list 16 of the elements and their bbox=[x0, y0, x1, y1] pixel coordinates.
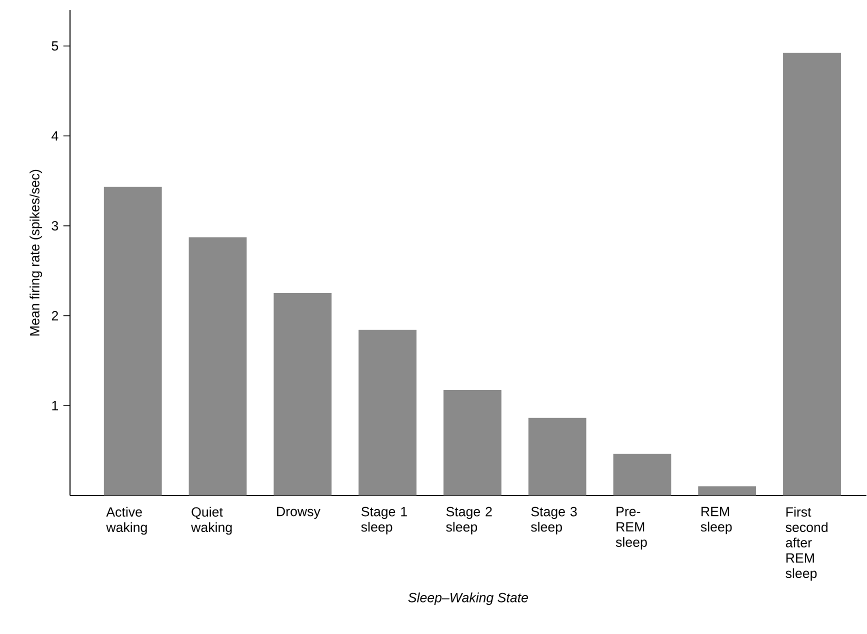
x-tick-label: Pre-REM sleep bbox=[616, 507, 647, 550]
x-tick-label: Stage 3 sleep bbox=[531, 507, 577, 535]
x-tick-label: Drowsy bbox=[277, 507, 320, 520]
x-axis-title: Sleep–Waking State bbox=[408, 592, 528, 606]
y-tick-label: 5 bbox=[52, 42, 58, 51]
x-tick-label: Active waking bbox=[106, 507, 147, 535]
x-tick-label: First second after REM sleep bbox=[786, 507, 828, 581]
y-tick-label: 1 bbox=[52, 401, 58, 410]
y-tick-label: 3 bbox=[52, 221, 58, 231]
x-tick-label: REM sleep bbox=[700, 507, 732, 534]
y-tick-label: 4 bbox=[52, 131, 58, 141]
y-tick-label: 2 bbox=[52, 311, 58, 321]
x-tick-label: Stage 1 sleep bbox=[361, 507, 407, 535]
y-axis-title: Mean firing rate (spikes/sec) bbox=[30, 170, 42, 336]
x-tick-label: Quiet waking bbox=[191, 507, 232, 535]
x-tick-label: Stage 2 sleep bbox=[446, 507, 492, 535]
